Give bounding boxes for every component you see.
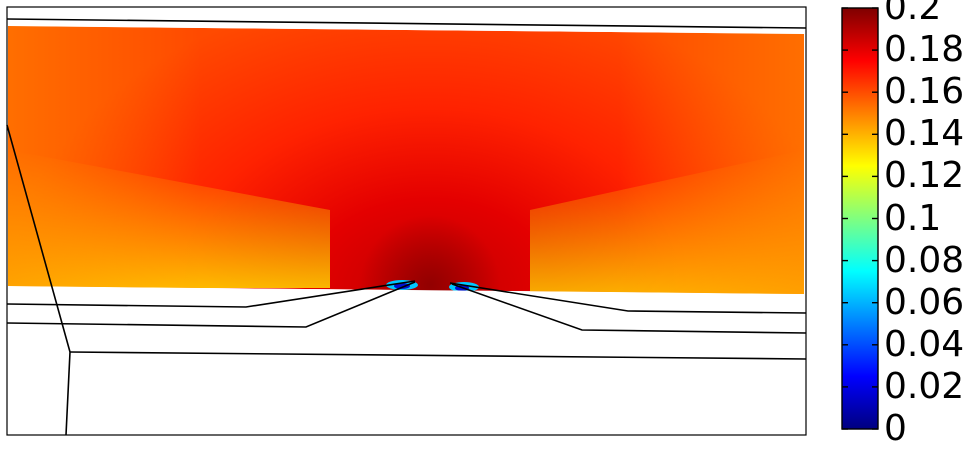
colorbar-tick-label: 0.04	[884, 323, 965, 365]
colorbar-tick-label: 0.18	[884, 29, 965, 71]
colorbar-ticks	[842, 7, 878, 430]
geometry-outline	[6, 6, 807, 436]
colorbar-tick-label: 0.1	[884, 197, 942, 239]
velocity-field	[8, 26, 804, 294]
colorbar-tick-label: 0.08	[884, 239, 965, 281]
colorbar-tick-label: 0.14	[884, 113, 965, 155]
colorbar-tick-label: 0.12	[884, 155, 965, 197]
colorbar-tick-label: 0.16	[884, 71, 965, 113]
colorbar-tick-label: 0	[884, 408, 907, 449]
colorbar-tick-label: 0.2	[884, 0, 942, 28]
colorbar-tick-label: 0.02	[884, 365, 965, 407]
colorbar-tick-label: 0.06	[884, 281, 965, 323]
field-plot	[6, 6, 879, 436]
